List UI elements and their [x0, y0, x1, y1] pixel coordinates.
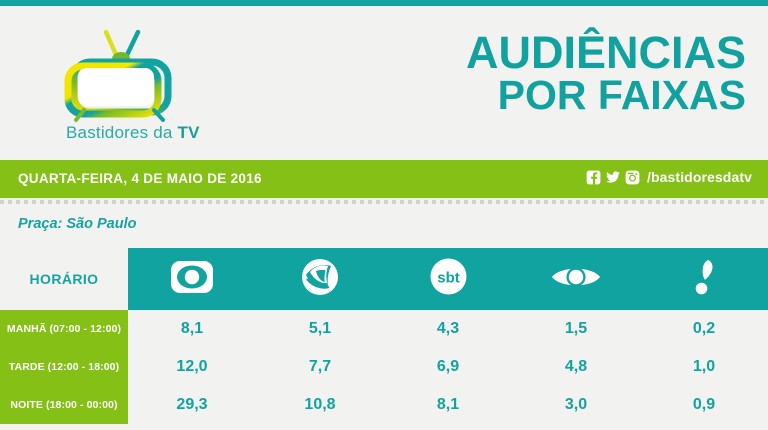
brand-name-light: Bastidores da: [66, 123, 178, 142]
market-label: Praça: São Paulo: [18, 216, 137, 232]
cell-noite-globo: 29,3: [176, 396, 208, 413]
cell-manha-record: 5,1: [308, 320, 332, 337]
twitter-icon[interactable]: [605, 170, 621, 185]
channel-header-record: [256, 248, 384, 310]
redetv-exclamation-logo-icon: [692, 258, 716, 301]
channel-header-redetv: [640, 248, 768, 310]
row-label-manha: MANHÃ (07:00 - 12:00): [0, 310, 128, 348]
table-row: MANHÃ (07:00 - 12:00) 8,1 5,1 4,3 1,5 0,…: [0, 310, 768, 348]
svg-text:sbt: sbt: [437, 270, 460, 287]
row-values: 12,0 7,7 6,9 4,8 1,0: [128, 348, 768, 386]
cell-noite-sbt: 8,1: [436, 396, 460, 413]
table-row: NOITE (18:00 - 00:00) 29,3 10,8 8,1 3,0 …: [0, 386, 768, 424]
brand-wordmark: Bastidores da TV: [66, 123, 236, 143]
table-body: MANHÃ (07:00 - 12:00) 8,1 5,1 4,3 1,5 0,…: [0, 310, 768, 424]
brand-name-bold: TV: [177, 123, 200, 142]
date-bar: QUARTA-FEIRA, 4 DE MAIO DE 2016 /bastido…: [0, 160, 768, 198]
channel-header-globo: [128, 248, 256, 310]
cell-tarde-globo: 12,0: [176, 358, 208, 375]
top-accent-rule: [0, 0, 768, 6]
row-values: 29,3 10,8 8,1 3,0 0,9: [128, 386, 768, 424]
social-handle[interactable]: /bastidoresdatv: [647, 169, 752, 185]
table-corner-header: HORÁRIO: [0, 248, 128, 310]
footer-strip: [0, 424, 768, 430]
page-title: AUDIÊNCIAS POR FAIXAS: [465, 27, 746, 119]
cell-tarde-band: 4,8: [564, 358, 588, 375]
dashed-separator: [0, 200, 768, 204]
row-label-tarde: TARDE (12:00 - 18:00): [0, 348, 128, 386]
brand-logo-block[interactable]: Bastidores da TV: [14, 18, 234, 150]
cell-manha-sbt: 4,3: [436, 320, 460, 337]
sbt-logo-icon: sbt: [430, 258, 467, 300]
header-bar: Bastidores da TV AUDIÊNCIAS POR FAIXAS: [0, 6, 768, 160]
cell-tarde-sbt: 6,9: [436, 358, 460, 375]
table-header-row: HORÁRIO: [0, 248, 768, 310]
cell-tarde-redetv: 1,0: [692, 358, 716, 375]
cell-manha-globo: 8,1: [180, 320, 204, 337]
ratings-table: HORÁRIO: [0, 248, 768, 424]
page-title-line2: POR FAIXAS: [497, 72, 746, 119]
cell-noite-band: 3,0: [564, 396, 588, 413]
channel-header-band: [512, 248, 640, 310]
tv-set-icon: [62, 24, 180, 124]
row-label-text: TARDE (12:00 - 18:00): [8, 361, 120, 373]
globo-logo-icon: [170, 260, 214, 299]
row-label-text: NOITE (18:00 - 00:00): [10, 399, 118, 411]
table-corner-header-label: HORÁRIO: [29, 271, 99, 287]
record-logo-icon: [301, 258, 339, 301]
row-values: 8,1 5,1 4,3 1,5 0,2: [128, 310, 768, 348]
cell-noite-record: 10,8: [304, 396, 336, 413]
cell-manha-band: 1,5: [564, 320, 588, 337]
channel-logo-header: sbt: [128, 248, 768, 310]
cell-noite-redetv: 0,9: [692, 396, 716, 413]
cell-manha-redetv: 0,2: [692, 320, 716, 337]
row-label-noite: NOITE (18:00 - 00:00): [0, 386, 128, 424]
date-label: QUARTA-FEIRA, 4 DE MAIO DE 2016: [18, 171, 262, 186]
band-eye-logo-icon: [550, 262, 602, 297]
page-title-line1: AUDIÊNCIAS: [465, 27, 746, 78]
table-row: TARDE (12:00 - 18:00) 12,0 7,7 6,9 4,8 1…: [0, 348, 768, 386]
instagram-icon[interactable]: [625, 170, 640, 185]
facebook-icon[interactable]: [586, 170, 601, 185]
social-links[interactable]: /bastidoresdatv: [586, 169, 752, 185]
cell-tarde-record: 7,7: [308, 358, 332, 375]
channel-header-sbt: sbt: [384, 248, 512, 310]
row-label-text: MANHÃ (07:00 - 12:00): [6, 323, 122, 335]
